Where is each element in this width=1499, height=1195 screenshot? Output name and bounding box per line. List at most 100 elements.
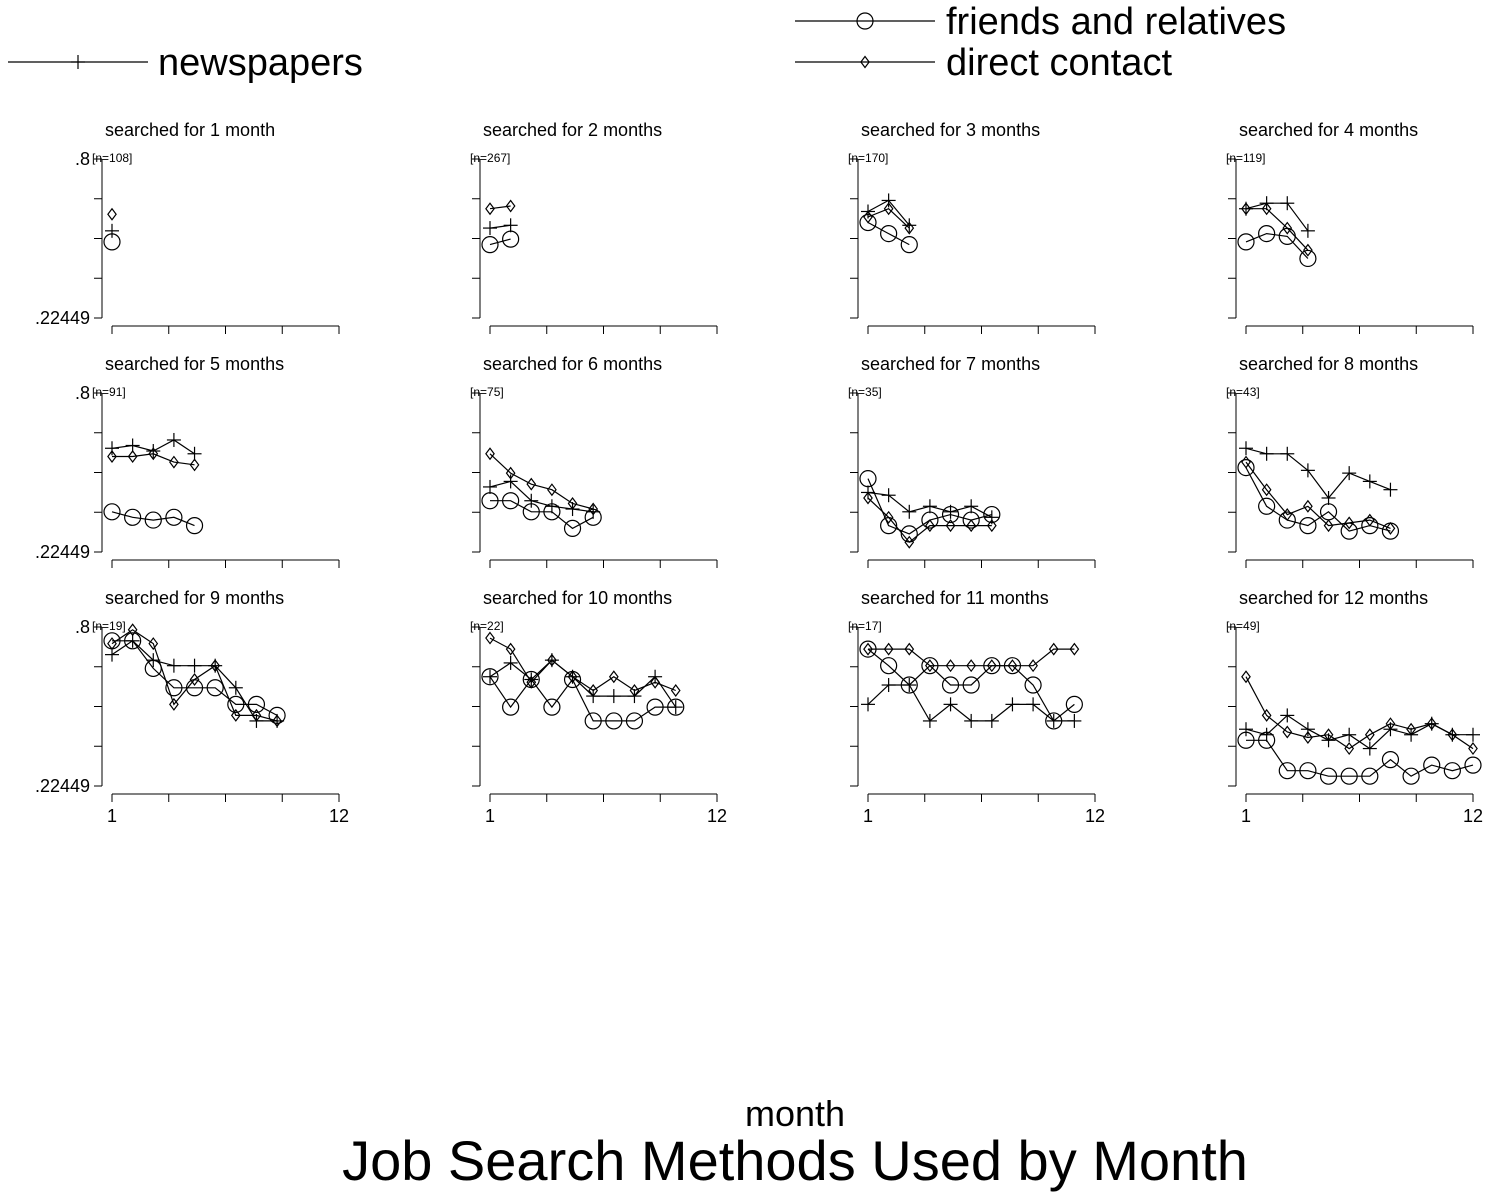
data-point	[1340, 767, 1358, 785]
data-point	[859, 213, 877, 232]
y-tick-label: .8	[75, 617, 90, 637]
series-line	[112, 640, 278, 716]
data-point	[1237, 458, 1255, 477]
panel-n-label: [n=17]	[848, 619, 882, 633]
series-newspapers	[105, 633, 285, 728]
data-point	[1468, 742, 1478, 756]
data-point	[606, 689, 621, 704]
data-point	[272, 714, 282, 728]
data-point	[1423, 756, 1441, 774]
series-direct-contact	[1241, 455, 1396, 535]
data-point	[880, 657, 898, 675]
data-point	[1065, 695, 1083, 713]
series-line	[111, 511, 195, 527]
data-point	[483, 221, 497, 236]
data-point	[227, 695, 245, 713]
panel-title: searched for 1 month	[105, 120, 275, 140]
panel-title: searched for 2 months	[483, 120, 662, 140]
series-direct-contact	[863, 642, 1080, 673]
panel-5: searched for 5 months [n=91].8 .22449	[35, 354, 340, 568]
data-point	[922, 713, 937, 728]
data-point	[502, 230, 520, 248]
series-friends-and-relatives	[1237, 731, 1482, 785]
data-point	[986, 659, 997, 673]
series-newspapers	[105, 432, 202, 461]
series-newspapers	[861, 678, 1082, 728]
data-point	[880, 224, 898, 243]
y-tick-label: .22449	[35, 776, 90, 796]
data-point	[547, 483, 557, 497]
data-point	[107, 207, 117, 221]
data-point	[1237, 233, 1255, 251]
panel-title: searched for 3 months	[861, 120, 1040, 140]
data-point	[543, 503, 561, 521]
panel-1: searched for 1 month [n=108].8 .22449	[35, 120, 340, 334]
series-line	[1246, 739, 1474, 777]
data-point	[902, 504, 917, 519]
data-point	[103, 233, 121, 251]
data-point	[505, 466, 516, 480]
data-point	[1385, 717, 1396, 731]
series-direct-contact	[1241, 202, 1313, 257]
data-point	[646, 698, 664, 716]
data-point	[902, 218, 917, 233]
data-point	[863, 491, 873, 505]
data-point	[945, 659, 956, 673]
panel-3: searched for 3 months [n=170]	[848, 120, 1096, 334]
data-point	[107, 450, 117, 464]
data-point	[505, 642, 516, 656]
data-point	[105, 441, 119, 456]
data-point	[502, 698, 520, 716]
y-tick-label: .22449	[35, 308, 90, 328]
data-point	[962, 676, 980, 694]
data-point	[1303, 243, 1313, 257]
data-point	[964, 499, 979, 514]
data-point	[625, 712, 644, 730]
legend-circle-icon	[856, 12, 874, 30]
series-line	[111, 640, 278, 722]
series-line	[1245, 202, 1309, 232]
data-point	[904, 535, 915, 549]
data-point	[1258, 731, 1276, 749]
x-tick-label: 1	[863, 806, 873, 826]
data-point	[1466, 727, 1480, 742]
series-newspapers	[1239, 708, 1480, 756]
x-axis-label: month	[745, 1093, 845, 1134]
data-point	[1300, 223, 1315, 238]
data-point	[584, 712, 602, 730]
data-point	[941, 505, 960, 524]
series-newspapers	[861, 485, 999, 525]
series-direct-contact	[107, 447, 200, 472]
data-point	[1069, 642, 1080, 656]
data-point	[567, 670, 578, 684]
panel-title: searched for 7 months	[861, 354, 1040, 374]
data-point	[925, 659, 935, 673]
data-point	[1344, 516, 1355, 530]
panel-title: searched for 9 months	[105, 588, 284, 608]
data-point	[608, 670, 619, 684]
data-point	[670, 684, 681, 698]
series-line	[1245, 714, 1473, 750]
data-point	[986, 519, 997, 533]
data-point	[941, 676, 960, 694]
data-point	[567, 497, 578, 511]
panel-n-label: [n=22]	[470, 619, 504, 633]
data-point	[503, 218, 518, 233]
data-point	[1282, 725, 1293, 739]
data-point	[1406, 722, 1416, 736]
data-point	[1024, 676, 1042, 694]
panel-9: searched for 9 months [n=19].8 .22449 1 12	[35, 588, 349, 826]
data-point	[1300, 722, 1315, 737]
data-point	[650, 675, 660, 689]
series-friends-and-relatives	[103, 233, 121, 251]
panel-n-label: [n=43]	[1226, 385, 1260, 399]
data-point	[1381, 751, 1400, 769]
data-point	[1303, 499, 1313, 513]
data-point	[1005, 697, 1020, 712]
data-point	[543, 698, 561, 716]
series-friends-and-relatives	[481, 230, 520, 254]
data-point	[1258, 497, 1276, 515]
data-point	[605, 712, 623, 730]
x-tick-label: 12	[1463, 806, 1483, 826]
data-point	[863, 210, 873, 224]
